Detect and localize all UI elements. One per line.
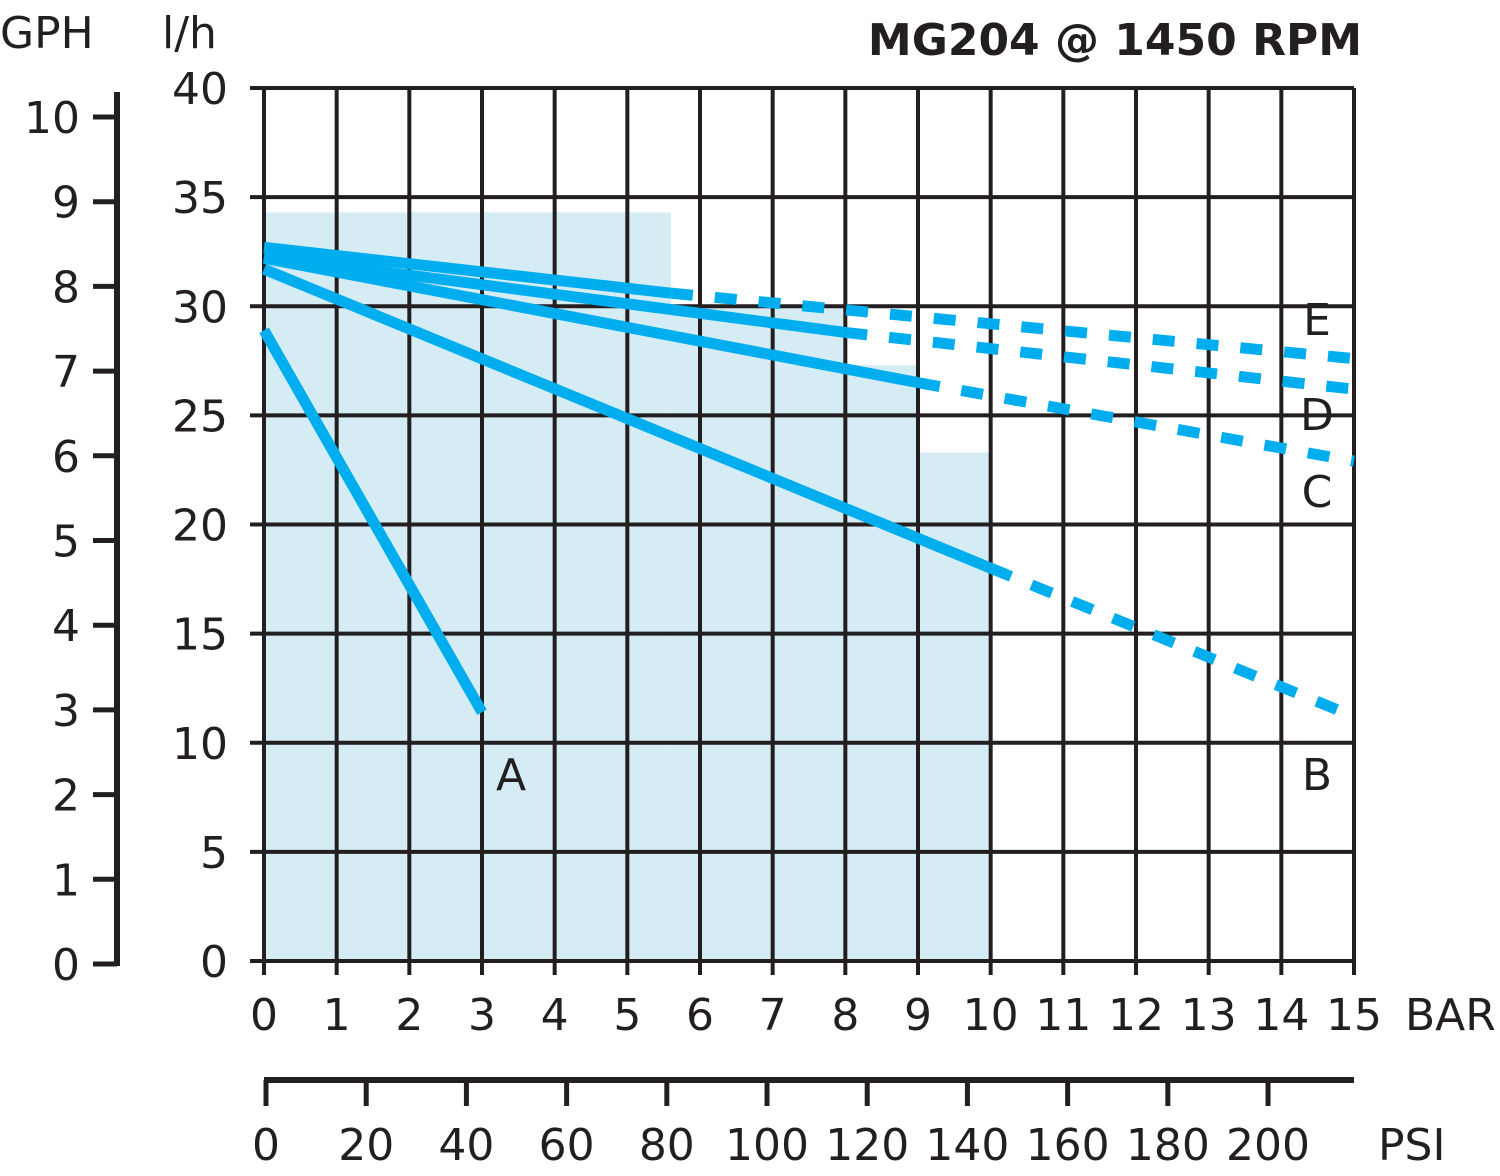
series-A-solid <box>259 327 487 715</box>
series-C-dashed <box>917 377 1355 467</box>
y-tick-label: 40 <box>172 64 228 115</box>
y-unit: l/h <box>162 8 217 59</box>
x-tick-label: 0 <box>250 990 278 1041</box>
y-tick-label: 30 <box>172 282 228 333</box>
series-B-dashed <box>988 563 1357 722</box>
gph-tick-label: 9 <box>52 178 80 229</box>
shaded-step <box>845 365 918 961</box>
y-tick-label: 15 <box>172 610 228 661</box>
y-tick-label: 20 <box>172 501 228 552</box>
psi-tick-label: 0 <box>252 1120 280 1171</box>
x-unit: BAR <box>1405 990 1496 1041</box>
psi-tick-label: 120 <box>825 1120 909 1171</box>
psi-tick-label: 60 <box>539 1120 595 1171</box>
gph-tick-label: 2 <box>52 771 80 822</box>
x-tick-label: 13 <box>1181 990 1237 1041</box>
series-D-solid <box>263 250 847 338</box>
chart-title: MG204 @ 1450 RPM <box>868 15 1362 66</box>
shaded-step <box>264 212 671 962</box>
x-tick-label: 15 <box>1326 990 1382 1041</box>
gph-tick-label: 0 <box>52 940 80 991</box>
series-B-solid <box>261 264 993 574</box>
x-tick-label: 10 <box>963 990 1019 1041</box>
psi-tick-label: 100 <box>725 1120 809 1171</box>
y-tick-label: 25 <box>172 391 228 442</box>
y-secondary-unit: GPH <box>0 8 94 59</box>
y-tick-label: 10 <box>172 719 228 770</box>
series-label-D: D <box>1300 390 1334 441</box>
x-tick-label: 8 <box>831 990 859 1041</box>
psi-tick-label: 40 <box>438 1120 494 1171</box>
y-tick-label: 35 <box>172 173 228 224</box>
tick-labels: 0 1 2 3 4 5 6 7 8 9 10 11 12 13 14 15051015202530354001… <box>24 64 1382 1171</box>
x-tick-label: 6 <box>686 990 714 1041</box>
psi-tick-label: 180 <box>1126 1120 1210 1171</box>
gph-tick-label: 1 <box>52 855 80 906</box>
x-tick-label: 14 <box>1253 990 1309 1041</box>
series-label-A: A <box>496 750 526 801</box>
gph-tick-label: 7 <box>52 347 80 398</box>
x-tick-label: 2 <box>395 990 423 1041</box>
psi-tick-label: 160 <box>1026 1120 1110 1171</box>
series-E-solid <box>263 241 672 299</box>
x-tick-label: 4 <box>541 990 569 1041</box>
series-label-C: C <box>1302 467 1333 518</box>
x-secondary-unit: PSI <box>1378 1120 1445 1171</box>
psi-tick-label: 200 <box>1226 1120 1310 1171</box>
y-tick-label: 5 <box>200 828 228 879</box>
x-tick-label: 9 <box>904 990 932 1041</box>
psi-tick-label: 20 <box>338 1120 394 1171</box>
x-tick-label: 1 <box>323 990 351 1041</box>
x-tick-label: 3 <box>468 990 496 1041</box>
psi-tick-label: 140 <box>925 1120 1009 1171</box>
shaded-step <box>918 452 991 961</box>
gph-tick-label: 10 <box>24 93 80 144</box>
x-tick-label: 5 <box>613 990 641 1041</box>
gph-tick-label: 5 <box>52 517 80 568</box>
x-tick-label: 7 <box>759 990 787 1041</box>
grid <box>93 86 1356 1106</box>
series-label-E: E <box>1303 295 1331 346</box>
gph-tick-label: 6 <box>52 432 80 483</box>
x-tick-label: 12 <box>1108 990 1164 1041</box>
x-tick-label: 11 <box>1035 990 1091 1041</box>
gph-tick-label: 3 <box>52 686 80 737</box>
series-C-solid <box>262 252 920 389</box>
gph-tick-label: 4 <box>52 601 80 652</box>
y-tick-label: 0 <box>200 937 228 988</box>
series-label-B: B <box>1302 750 1332 801</box>
psi-tick-label: 80 <box>639 1120 695 1171</box>
series-lines <box>259 241 1357 722</box>
gph-tick-label: 8 <box>52 262 80 313</box>
